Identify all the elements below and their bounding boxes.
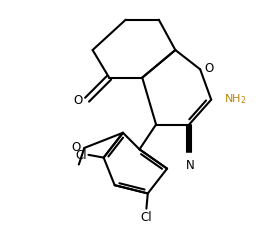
Text: Cl: Cl	[76, 149, 87, 162]
Text: NH$_2$: NH$_2$	[224, 92, 246, 106]
Text: Cl: Cl	[141, 210, 152, 223]
Text: O: O	[74, 94, 83, 107]
Text: O: O	[204, 62, 213, 75]
Text: N: N	[186, 158, 195, 171]
Text: O: O	[71, 140, 80, 153]
